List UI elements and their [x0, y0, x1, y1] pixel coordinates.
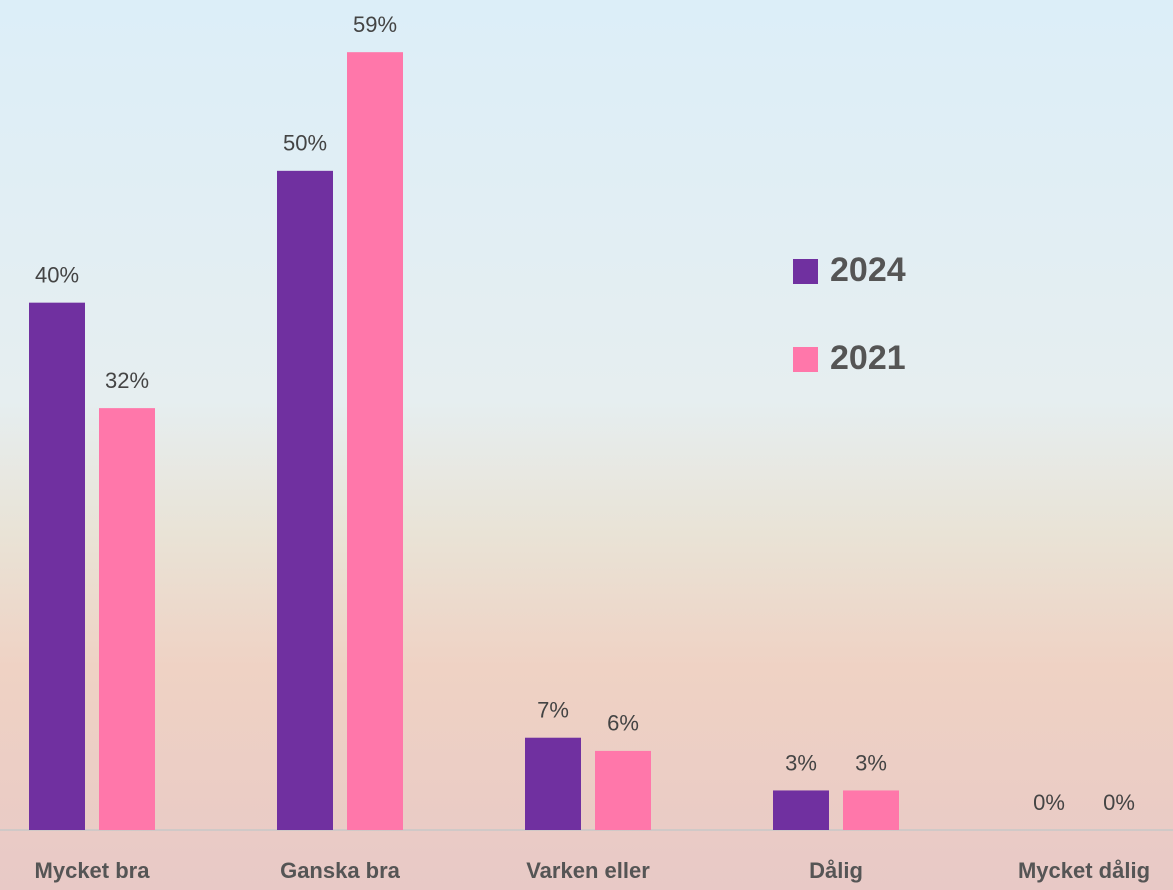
x-tick-label: Varken eller — [526, 858, 650, 883]
legend-swatch — [793, 259, 818, 284]
bar — [773, 790, 829, 830]
bar — [525, 737, 581, 830]
data-label: 40% — [35, 262, 79, 287]
data-label: 0% — [1033, 790, 1065, 815]
data-label: 59% — [353, 12, 397, 37]
legend-label: 2024 — [830, 251, 906, 289]
data-label: 7% — [537, 698, 569, 723]
bar — [347, 52, 403, 830]
x-tick-label: Mycket bra — [35, 858, 151, 883]
bar — [99, 408, 155, 830]
legend-label: 2021 — [830, 339, 906, 377]
x-tick-label: Mycket dålig — [1018, 858, 1150, 883]
bar — [843, 790, 899, 830]
data-label: 3% — [785, 750, 817, 775]
x-tick-label: Ganska bra — [280, 858, 401, 883]
legend-swatch — [793, 347, 818, 372]
data-label: 32% — [105, 368, 149, 393]
data-label: 6% — [607, 711, 639, 736]
data-label: 0% — [1103, 790, 1135, 815]
data-label: 50% — [283, 131, 327, 156]
x-tick-label: Dålig — [809, 858, 863, 883]
bar — [595, 750, 651, 830]
bar — [29, 302, 85, 831]
data-label: 3% — [855, 750, 887, 775]
bar — [277, 170, 333, 831]
